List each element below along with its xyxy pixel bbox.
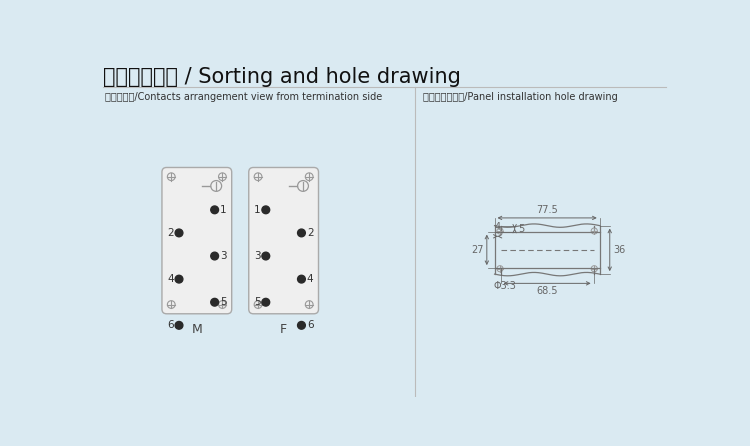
Text: F: F bbox=[280, 323, 287, 336]
Text: 面板安裃开孔图/Panel installation hole drawing: 面板安裃开孔图/Panel installation hole drawing bbox=[423, 92, 618, 102]
Text: 68.5: 68.5 bbox=[536, 286, 558, 297]
Text: 27: 27 bbox=[471, 245, 484, 255]
Text: 36: 36 bbox=[614, 245, 626, 255]
Text: 4: 4 bbox=[167, 274, 173, 284]
Text: 4: 4 bbox=[307, 274, 314, 284]
Text: 6: 6 bbox=[167, 320, 173, 330]
Circle shape bbox=[298, 322, 305, 329]
Text: Φ3.3: Φ3.3 bbox=[493, 281, 516, 291]
Text: 1: 1 bbox=[254, 205, 260, 215]
Circle shape bbox=[298, 275, 305, 283]
Circle shape bbox=[211, 252, 218, 260]
Circle shape bbox=[175, 322, 183, 329]
Circle shape bbox=[262, 298, 270, 306]
FancyBboxPatch shape bbox=[249, 168, 319, 314]
Text: 3: 3 bbox=[220, 251, 226, 261]
Circle shape bbox=[211, 206, 218, 214]
Text: 5: 5 bbox=[254, 297, 260, 307]
Text: 接插针排序/Contacts arrangement view from termination side: 接插针排序/Contacts arrangement view from ter… bbox=[105, 92, 382, 102]
Text: 2: 2 bbox=[167, 228, 173, 238]
Circle shape bbox=[262, 206, 270, 214]
Text: M: M bbox=[191, 323, 202, 336]
Text: 5: 5 bbox=[220, 297, 226, 307]
Circle shape bbox=[298, 229, 305, 237]
Text: 排序及开孔图 / Sorting and hole drawing: 排序及开孔图 / Sorting and hole drawing bbox=[103, 67, 461, 87]
Circle shape bbox=[262, 252, 270, 260]
Text: 4: 4 bbox=[494, 223, 501, 232]
Text: 3: 3 bbox=[254, 251, 260, 261]
Circle shape bbox=[175, 229, 183, 237]
Circle shape bbox=[175, 275, 183, 283]
Text: 6: 6 bbox=[307, 320, 314, 330]
FancyBboxPatch shape bbox=[162, 168, 232, 314]
Circle shape bbox=[211, 298, 218, 306]
Text: 77.5: 77.5 bbox=[536, 205, 558, 215]
Text: 2: 2 bbox=[307, 228, 314, 238]
Text: 5: 5 bbox=[518, 223, 524, 234]
Text: 1: 1 bbox=[220, 205, 226, 215]
